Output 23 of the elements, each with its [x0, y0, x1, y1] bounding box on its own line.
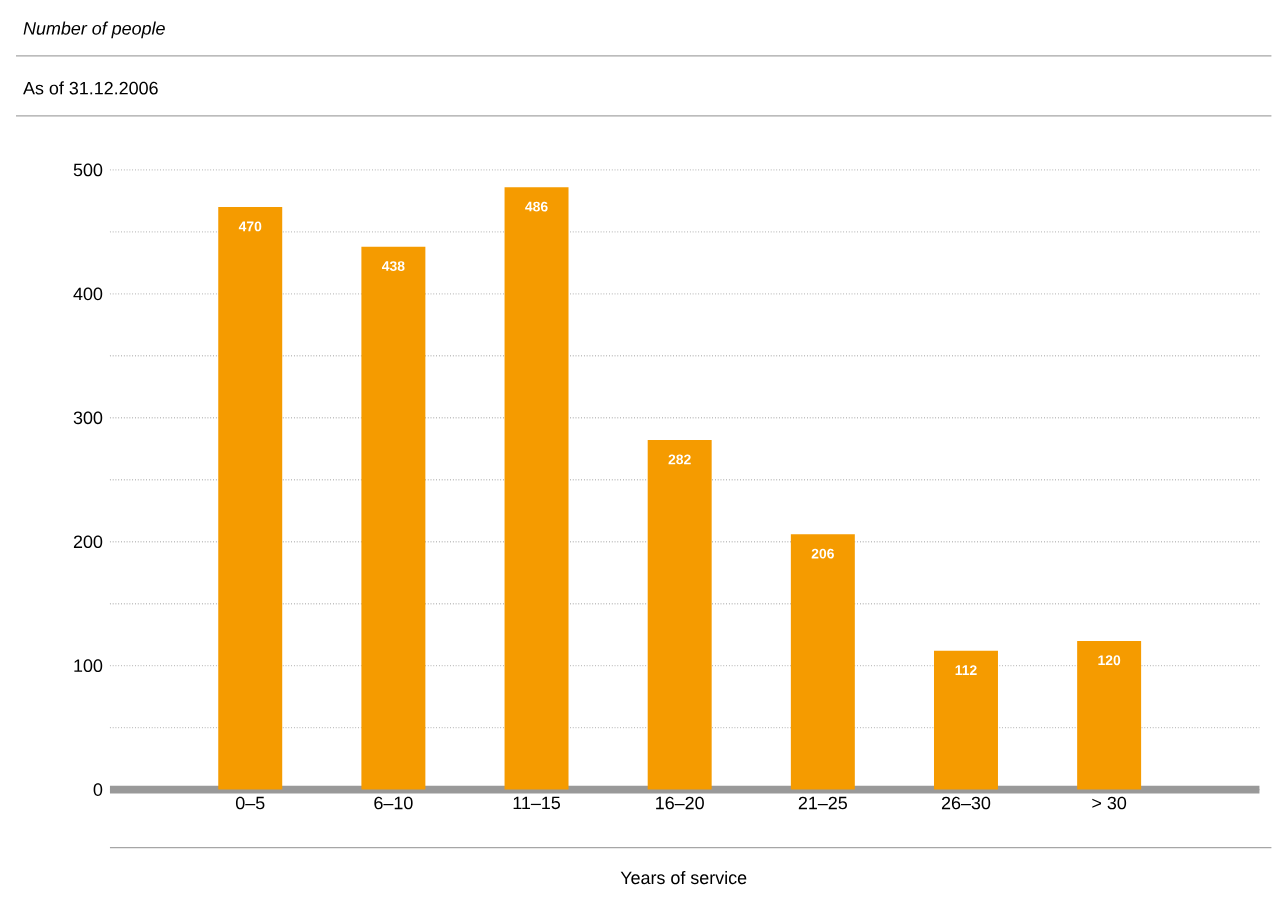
- y-tick-label: 100: [74, 659, 103, 673]
- x-tick-label: 26–30: [941, 796, 991, 810]
- bar: [218, 207, 283, 790]
- y-tick-label: 300: [73, 411, 103, 425]
- x-tick-label: 16–20: [656, 796, 704, 810]
- x-tick-label: 6–10: [374, 796, 413, 810]
- chart-title: Number of people: [23, 21, 165, 39]
- y-tick-label: 200: [73, 535, 103, 549]
- x-axis-title: Years of service: [620, 871, 747, 885]
- y-tick-label: 400: [73, 287, 103, 301]
- x-tick-label: 11–15: [513, 796, 561, 810]
- x-tick-label: 21–25: [798, 796, 847, 810]
- x-tick-label: > 30: [1092, 796, 1127, 810]
- bar: [504, 187, 569, 790]
- y-tick-label: 500: [73, 163, 103, 177]
- bar: [790, 534, 855, 790]
- bar: [1077, 641, 1142, 790]
- chart-subtitle: As of 31.12.2006: [23, 81, 158, 95]
- bar: [934, 651, 998, 790]
- bar: [647, 440, 712, 790]
- bar: [361, 246, 426, 790]
- y-tick-label: 0: [93, 783, 103, 797]
- x-tick-label: 0–5: [235, 796, 265, 810]
